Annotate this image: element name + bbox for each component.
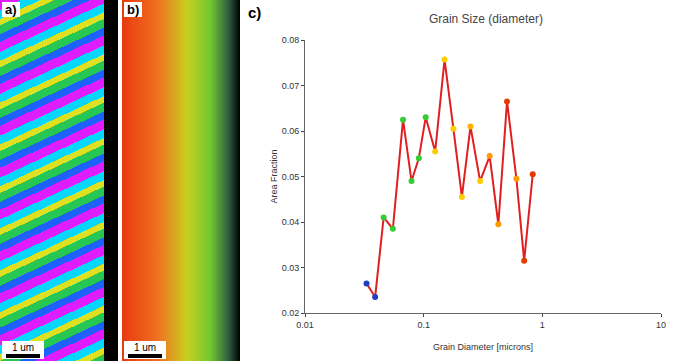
svg-text:Grain Size (diameter): Grain Size (diameter) bbox=[429, 12, 543, 26]
svg-text:Grain Diameter [microns]: Grain Diameter [microns] bbox=[433, 342, 533, 352]
svg-text:0.1: 0.1 bbox=[417, 320, 430, 330]
svg-text:0.04: 0.04 bbox=[282, 217, 300, 227]
svg-text:10: 10 bbox=[656, 320, 666, 330]
svg-text:0.03: 0.03 bbox=[282, 263, 300, 273]
html-text:1 um: 1 um bbox=[133, 342, 157, 353]
html-text:c): c) bbox=[248, 4, 262, 21]
svg-text:1: 1 bbox=[540, 320, 545, 330]
svg-text:0.05: 0.05 bbox=[282, 172, 300, 182]
svg-text:0.07: 0.07 bbox=[282, 81, 300, 91]
svg-text:0.08: 0.08 bbox=[282, 35, 300, 45]
svg-text:Area Fraction: Area Fraction bbox=[269, 149, 279, 203]
html-text:1 um: 1 um bbox=[11, 342, 35, 353]
svg-text:0.06: 0.06 bbox=[282, 126, 300, 136]
svg-text:0.02: 0.02 bbox=[282, 308, 300, 318]
svg-text:0.01: 0.01 bbox=[296, 320, 314, 330]
html-text:a): a) bbox=[5, 2, 17, 17]
html-text:b): b) bbox=[127, 2, 140, 17]
